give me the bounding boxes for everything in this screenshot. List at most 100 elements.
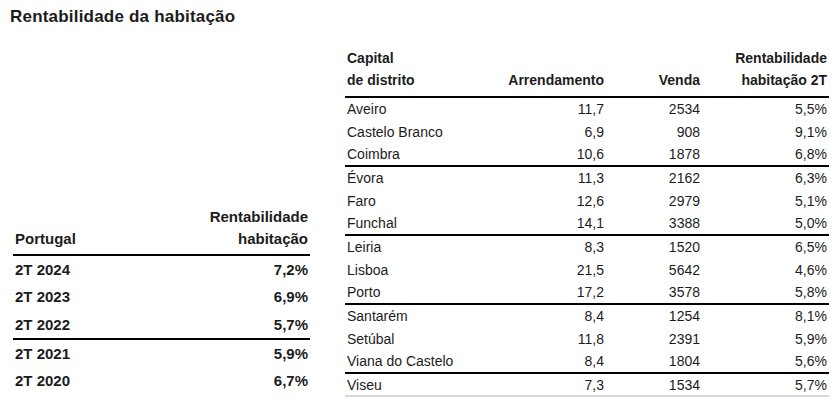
value-cell: 6,7% xyxy=(147,367,310,395)
district-row: Porto 17,2 3578 5,8% xyxy=(345,281,829,304)
portugal-header-row: Portugal Rentabilidade habitação xyxy=(13,206,310,255)
district-row: Aveiro 11,7 2534 5,5% xyxy=(345,97,829,120)
venda-cell: 2162 xyxy=(606,166,702,189)
arrendamento-cell: 12,6 xyxy=(481,189,606,212)
arrendamento-cell: 8,4 xyxy=(481,350,606,373)
page-title: Rentabilidade da habitação xyxy=(10,7,235,27)
district-name-cell: Évora xyxy=(345,166,481,189)
district-header-name: Capital de distrito xyxy=(345,48,481,97)
arrendamento-cell: 21,5 xyxy=(481,258,606,281)
portugal-header-period: Portugal xyxy=(13,206,147,255)
district-header-arrendamento: Arrendamento xyxy=(481,48,606,97)
rentabilidade-cell: 5,7% xyxy=(702,373,829,396)
portugal-header-value-line1: Rentabilidade xyxy=(149,206,308,228)
period-cell: 2T 2020 xyxy=(13,367,147,395)
district-name-cell: Santarém xyxy=(345,304,481,327)
arrendamento-cell: 11,7 xyxy=(481,97,606,120)
district-row: Coimbra 10,6 1878 6,8% xyxy=(345,143,829,166)
district-name-cell: Lisboa xyxy=(345,258,481,281)
district-header-rentabilidade-line1: Rentabilidade xyxy=(704,48,827,70)
district-name-cell: Funchal xyxy=(345,212,481,235)
venda-cell: 1254 xyxy=(606,304,702,327)
district-row: Funchal 14,1 3388 5,0% xyxy=(345,212,829,235)
period-cell: 2T 2021 xyxy=(13,339,147,367)
district-header-venda-label: Venda xyxy=(608,70,700,92)
period-cell: 2T 2024 xyxy=(13,255,147,283)
venda-cell: 1534 xyxy=(606,373,702,396)
venda-cell: 2391 xyxy=(606,327,702,350)
district-name-cell: Faro xyxy=(345,189,481,212)
rentabilidade-cell: 5,1% xyxy=(702,189,829,212)
rentabilidade-cell: 5,8% xyxy=(702,281,829,304)
arrendamento-cell: 10,6 xyxy=(481,143,606,166)
district-row: Leiria 8,3 1520 6,5% xyxy=(345,235,829,258)
venda-cell: 1804 xyxy=(606,350,702,373)
portugal-row: 2T 2023 6,9% xyxy=(13,283,310,311)
rentabilidade-cell: 6,8% xyxy=(702,143,829,166)
portugal-row: 2T 2024 7,2% xyxy=(13,255,310,283)
portugal-table: Portugal Rentabilidade habitação 2T 2024… xyxy=(13,206,310,395)
district-name-cell: Aveiro xyxy=(345,97,481,120)
portugal-row: 2T 2020 6,7% xyxy=(13,367,310,395)
district-row: Lisboa 21,5 5642 4,6% xyxy=(345,258,829,281)
district-header-name-line1: Capital xyxy=(347,48,479,70)
venda-cell: 5642 xyxy=(606,258,702,281)
district-name-cell: Porto xyxy=(345,281,481,304)
district-name-cell: Coimbra xyxy=(345,143,481,166)
district-name-cell: Castelo Branco xyxy=(345,120,481,143)
venda-cell: 1878 xyxy=(606,143,702,166)
district-row: Faro 12,6 2979 5,1% xyxy=(345,189,829,212)
district-header-rentabilidade: Rentabilidade habitação 2T xyxy=(702,48,829,97)
district-name-cell: Setúbal xyxy=(345,327,481,350)
district-header-venda: Venda xyxy=(606,48,702,97)
rentabilidade-cell: 6,3% xyxy=(702,166,829,189)
venda-cell: 1520 xyxy=(606,235,702,258)
period-cell: 2T 2022 xyxy=(13,311,147,339)
rentabilidade-cell: 5,0% xyxy=(702,212,829,235)
venda-cell: 908 xyxy=(606,120,702,143)
district-name-cell: Leiria xyxy=(345,235,481,258)
rentabilidade-cell: 6,5% xyxy=(702,235,829,258)
rentabilidade-cell: 4,6% xyxy=(702,258,829,281)
value-cell: 5,7% xyxy=(147,311,310,339)
venda-cell: 2979 xyxy=(606,189,702,212)
district-row: Évora 11,3 2162 6,3% xyxy=(345,166,829,189)
portugal-row: 2T 2022 5,7% xyxy=(13,311,310,339)
period-cell: 2T 2023 xyxy=(13,283,147,311)
portugal-header-value-line2: habitação xyxy=(149,228,308,250)
rentabilidade-cell: 8,1% xyxy=(702,304,829,327)
venda-cell: 3578 xyxy=(606,281,702,304)
district-header-name-line2: de distrito xyxy=(347,70,479,92)
district-row: Viseu 7,3 1534 5,7% xyxy=(345,373,829,396)
portugal-row: 2T 2021 5,9% xyxy=(13,339,310,367)
rentabilidade-cell: 5,5% xyxy=(702,97,829,120)
arrendamento-cell: 7,3 xyxy=(481,373,606,396)
value-cell: 5,9% xyxy=(147,339,310,367)
portugal-header-value: Rentabilidade habitação xyxy=(147,206,310,255)
venda-cell: 2534 xyxy=(606,97,702,120)
arrendamento-cell: 17,2 xyxy=(481,281,606,304)
district-row: Setúbal 11,8 2391 5,9% xyxy=(345,327,829,350)
rentabilidade-cell: 9,1% xyxy=(702,120,829,143)
portugal-header-period-label: Portugal xyxy=(15,228,145,250)
venda-cell: 3388 xyxy=(606,212,702,235)
arrendamento-cell: 8,3 xyxy=(481,235,606,258)
district-header-row: Capital de distrito Arrendamento Venda R… xyxy=(345,48,829,97)
arrendamento-cell: 14,1 xyxy=(481,212,606,235)
district-row: Viana do Castelo 8,4 1804 5,6% xyxy=(345,350,829,373)
district-row: Castelo Branco 6,9 908 9,1% xyxy=(345,120,829,143)
district-header-rentabilidade-line2: habitação 2T xyxy=(704,70,827,92)
district-name-cell: Viana do Castelo xyxy=(345,350,481,373)
arrendamento-cell: 6,9 xyxy=(481,120,606,143)
district-table: Capital de distrito Arrendamento Venda R… xyxy=(345,48,829,397)
arrendamento-cell: 11,8 xyxy=(481,327,606,350)
rentabilidade-cell: 5,9% xyxy=(702,327,829,350)
district-name-cell: Viseu xyxy=(345,373,481,396)
value-cell: 7,2% xyxy=(147,255,310,283)
rentabilidade-cell: 5,6% xyxy=(702,350,829,373)
arrendamento-cell: 8,4 xyxy=(481,304,606,327)
arrendamento-cell: 11,3 xyxy=(481,166,606,189)
value-cell: 6,9% xyxy=(147,283,310,311)
district-row: Santarém 8,4 1254 8,1% xyxy=(345,304,829,327)
district-header-arrendamento-label: Arrendamento xyxy=(483,70,604,92)
